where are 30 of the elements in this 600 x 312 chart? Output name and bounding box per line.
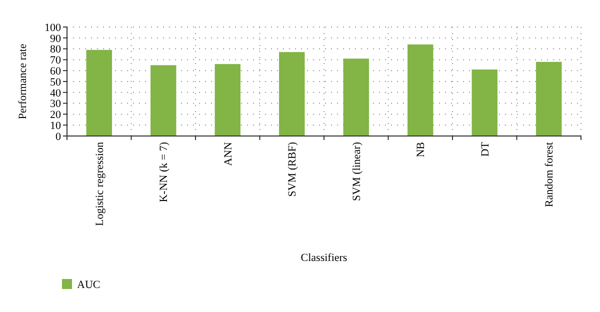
x-tick-label: SVM (linear) bbox=[350, 142, 363, 201]
y-axis-title: Performance rate bbox=[17, 44, 29, 120]
bar bbox=[214, 64, 240, 136]
x-tick-label: ANN bbox=[222, 142, 234, 166]
bar bbox=[279, 52, 305, 136]
y-tick-label: 0 bbox=[56, 130, 62, 143]
y-tick-label: 10 bbox=[50, 120, 62, 132]
x-tick-label: DT bbox=[479, 142, 492, 157]
x-tick-label: Random forest bbox=[544, 142, 556, 208]
bar bbox=[408, 44, 434, 136]
y-tick-label: 30 bbox=[50, 98, 62, 110]
y-tick-label: 60 bbox=[50, 65, 62, 78]
x-tick-label: SVM (RBF) bbox=[286, 142, 299, 197]
y-tick-label: 70 bbox=[50, 54, 62, 67]
bar bbox=[343, 58, 369, 136]
x-tick-label: NB bbox=[415, 142, 428, 158]
bar bbox=[472, 70, 498, 136]
x-tick-label: K-NN (k = 7) bbox=[158, 142, 170, 202]
y-tick-label: 100 bbox=[44, 22, 62, 34]
bar bbox=[86, 50, 112, 136]
y-tick-label: 80 bbox=[50, 44, 62, 56]
y-tick-label: 50 bbox=[50, 76, 62, 88]
x-tick-label: Logistic regression bbox=[94, 142, 106, 226]
bar bbox=[150, 65, 176, 136]
legend-label: AUC bbox=[77, 278, 100, 291]
bar bbox=[536, 62, 562, 136]
y-tick-label: 90 bbox=[50, 32, 62, 45]
y-tick-label: 40 bbox=[50, 87, 62, 100]
x-axis-title: Classifiers bbox=[300, 252, 348, 264]
y-tick-label: 20 bbox=[50, 109, 62, 122]
